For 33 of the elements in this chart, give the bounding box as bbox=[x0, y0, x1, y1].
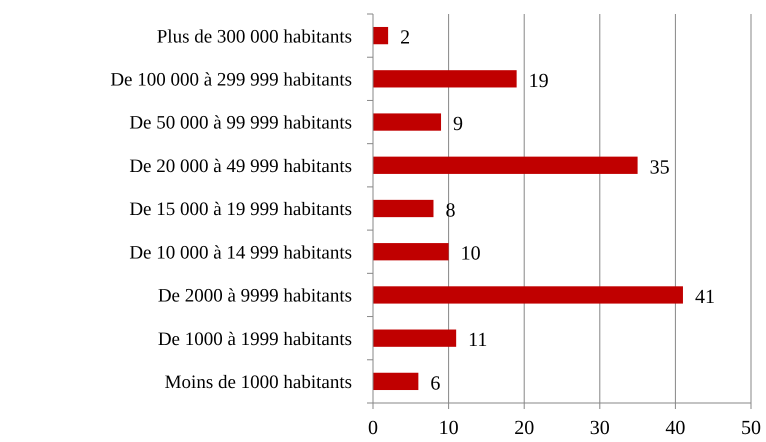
x-tick-label: 40 bbox=[665, 417, 686, 439]
data-label: 11 bbox=[468, 329, 488, 352]
data-label: 2 bbox=[400, 26, 410, 49]
bar bbox=[373, 156, 638, 174]
y-tick-label: De 100 000 à 299 999 habitants bbox=[110, 69, 352, 90]
bar bbox=[373, 330, 456, 347]
data-label: 35 bbox=[650, 156, 670, 178]
x-tick-label: 30 bbox=[590, 417, 610, 439]
bar bbox=[373, 113, 442, 131]
y-tick-label: De 2000 à 9999 habitants bbox=[158, 286, 352, 307]
bar bbox=[373, 26, 388, 44]
y-tick-label: Plus de 300 000 habitants bbox=[156, 26, 352, 48]
x-tick-label: 50 bbox=[741, 417, 761, 439]
y-tick-label: De 1000 à 1999 habitants bbox=[158, 328, 352, 350]
y-tick-label: De 15 000 à 19 999 habitants bbox=[129, 199, 352, 220]
y-tick-label: Moins de 1000 habitants bbox=[164, 372, 352, 394]
data-label: 8 bbox=[445, 200, 456, 222]
y-tick-label: De 50 000 à 99 999 habitants bbox=[129, 112, 352, 134]
data-label: 9 bbox=[453, 113, 464, 136]
data-label: 6 bbox=[430, 372, 440, 394]
bar bbox=[373, 286, 683, 304]
bar bbox=[373, 372, 418, 390]
x-tick-label: 20 bbox=[514, 417, 534, 439]
bar bbox=[373, 200, 434, 218]
bar bbox=[373, 70, 517, 88]
bar bbox=[373, 243, 449, 260]
data-label: 41 bbox=[694, 286, 715, 308]
data-label: 19 bbox=[528, 70, 549, 92]
x-tick-label: 0 bbox=[368, 417, 378, 439]
data-label: 10 bbox=[460, 242, 481, 265]
y-tick-label: De 10 000 à 14 999 habitants bbox=[129, 242, 352, 264]
y-tick-label: De 20 000 à 49 999 habitants bbox=[129, 156, 352, 177]
x-tick-label: 10 bbox=[438, 417, 459, 439]
